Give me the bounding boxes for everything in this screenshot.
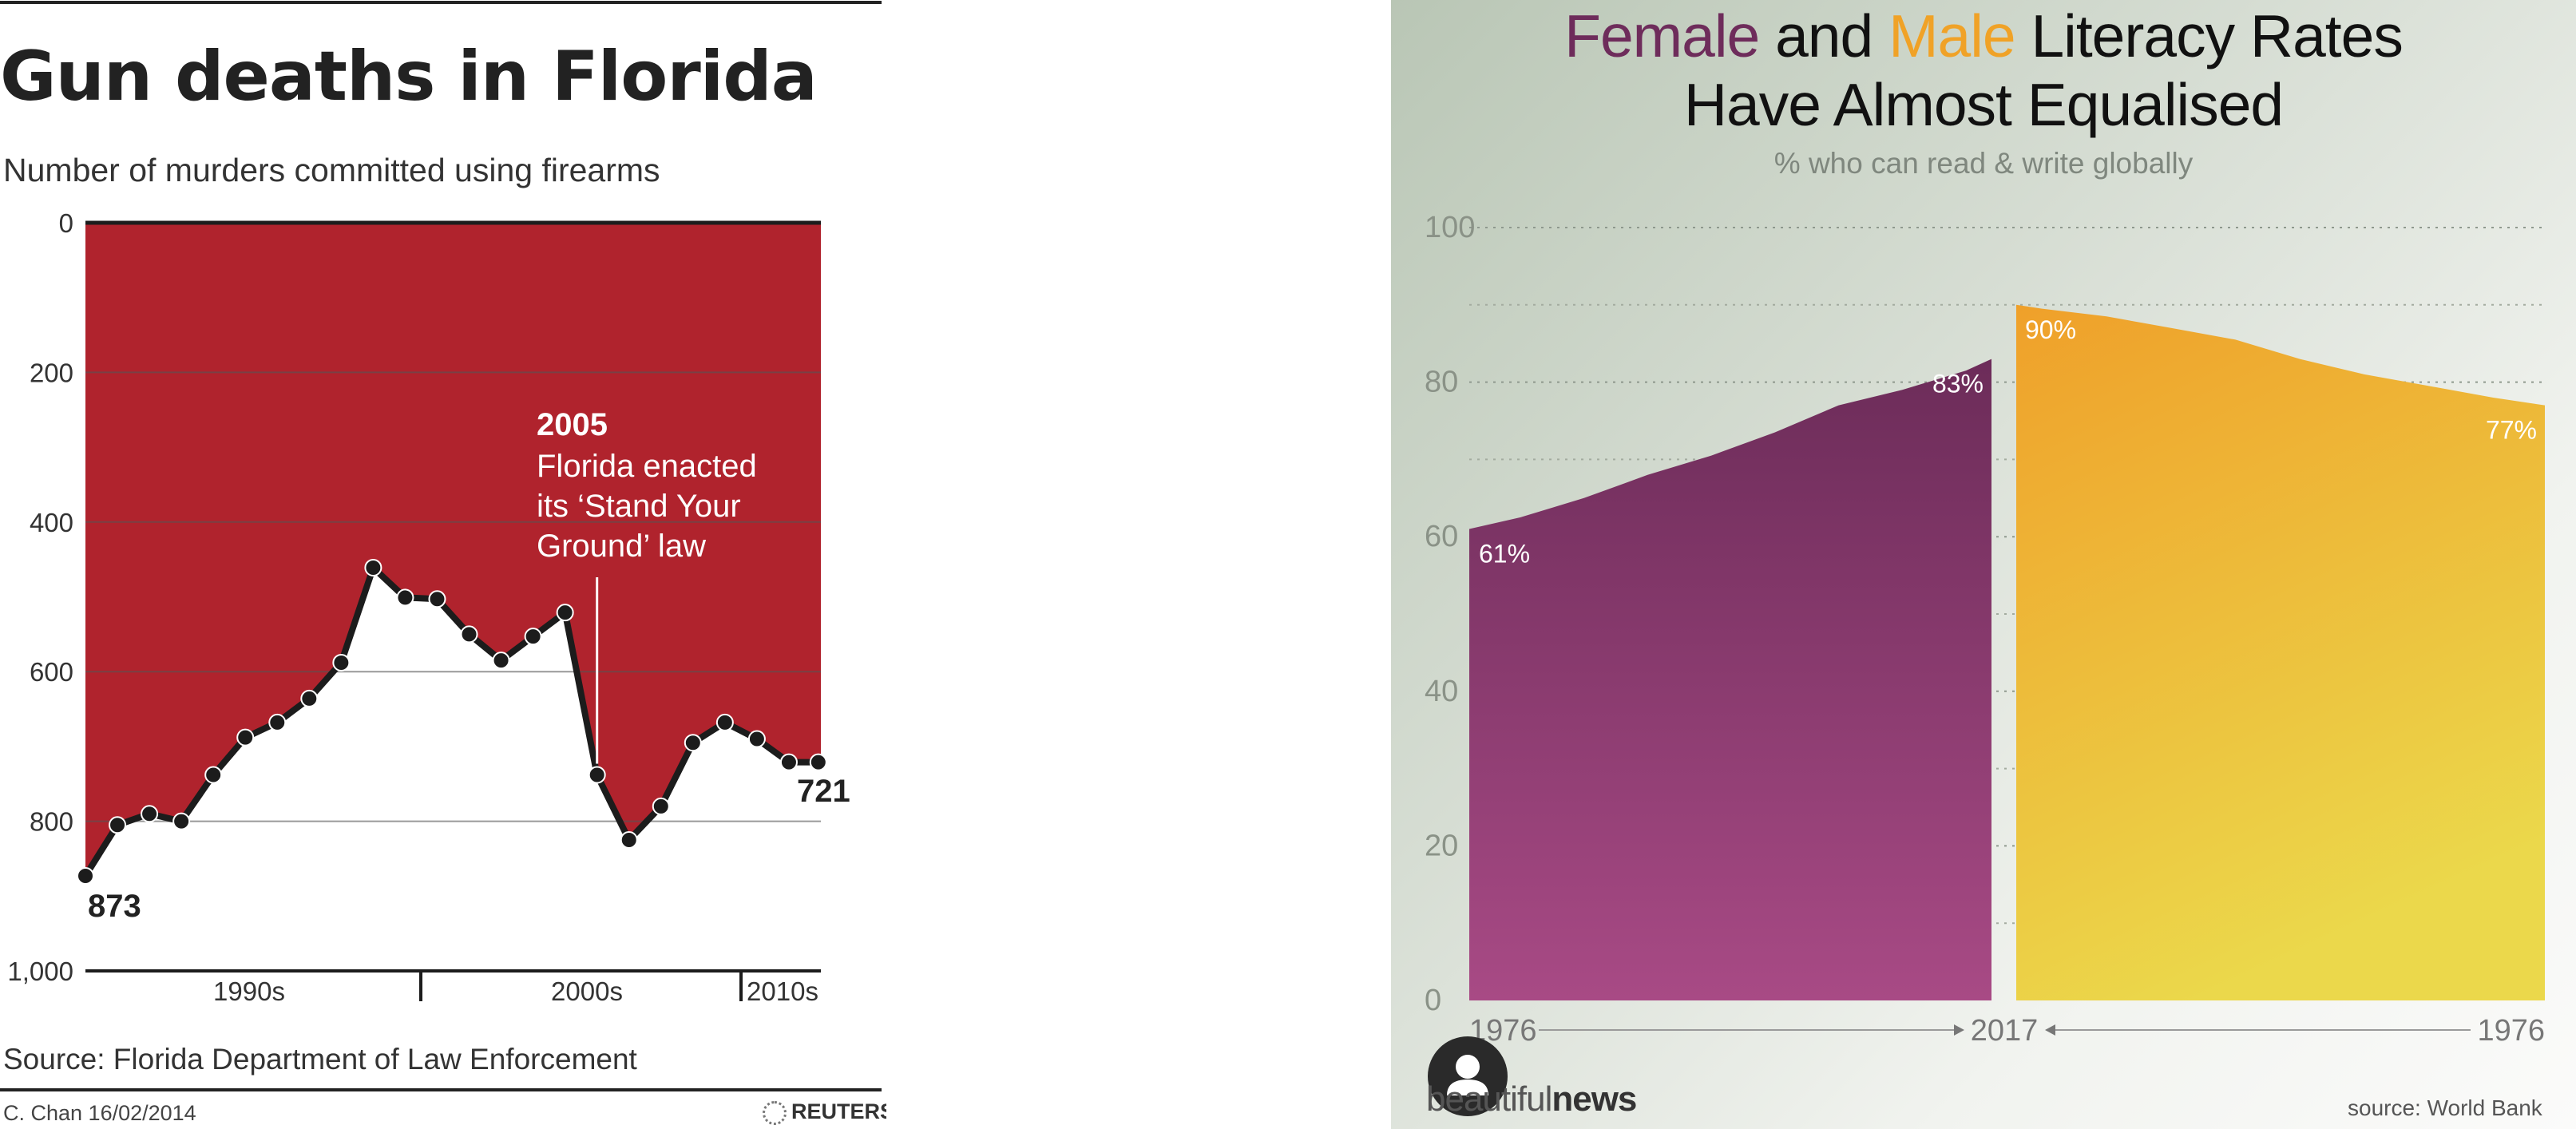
- chart-title: Female and Male Literacy Rates Have Almo…: [1391, 2, 2576, 139]
- credit-line: C. Chan 16/02/2014: [3, 1101, 196, 1125]
- x-tick-label: 2000s: [551, 976, 623, 1006]
- y-tick-label: 200: [30, 358, 73, 387]
- data-point: [364, 558, 382, 576]
- y-tick-label: 40: [1425, 675, 1458, 708]
- data-point: [428, 590, 446, 608]
- literacy-chart-panel: Female and Male Literacy Rates Have Almo…: [1391, 0, 2576, 1129]
- annotation-text: its ‘Stand Your: [537, 489, 741, 524]
- end-value-label: 721: [797, 774, 850, 809]
- data-point: [141, 805, 159, 823]
- start-value-label: 873: [88, 889, 141, 924]
- y-tick-label: 60: [1425, 520, 1458, 553]
- title-male-word: Male: [1888, 2, 2016, 69]
- reuters-logo-text: REUTERS: [791, 1099, 886, 1123]
- data-point: [236, 728, 255, 747]
- reuters-dots-icon: [763, 1100, 787, 1125]
- male-start-label: 77%: [2486, 416, 2537, 445]
- y-tick-label: 80: [1425, 366, 1458, 399]
- data-point: [779, 753, 798, 771]
- female-end-label: 83%: [1932, 370, 1984, 398]
- data-point: [77, 867, 94, 885]
- male-end-label: 90%: [2025, 315, 2076, 344]
- y-tick-label: 800: [30, 807, 73, 837]
- x-label-right: 1976: [2477, 1014, 2545, 1048]
- reuters-logo: REUTERS: [763, 1099, 886, 1125]
- chart-subtitle: % who can read & write globally: [1773, 147, 2194, 180]
- data-point: [684, 734, 702, 752]
- person-icon: [1447, 1055, 1488, 1095]
- x-tick-label: 1990s: [213, 976, 285, 1006]
- annotation-text: Florida enacted: [537, 449, 757, 484]
- data-point: [460, 625, 478, 644]
- source-note: Source: Florida Department of Law Enforc…: [3, 1043, 637, 1076]
- title-female-word: Female: [1564, 2, 1760, 69]
- x-tick-label: 2010s: [747, 976, 818, 1006]
- annotation-year: 2005: [537, 407, 608, 442]
- data-point: [524, 628, 542, 646]
- data-point: [172, 812, 191, 830]
- data-point: [109, 816, 127, 834]
- data-point: [332, 653, 351, 671]
- title-rest: Literacy Rates: [2015, 2, 2403, 69]
- brand-light: beautiful: [1426, 1079, 1552, 1119]
- data-point: [747, 730, 766, 748]
- y-tick-label: 400: [30, 508, 73, 537]
- data-point: [396, 588, 414, 607]
- title-line-two: Have Almost Equalised: [1683, 71, 2284, 138]
- arrow-left-icon: [2045, 1024, 2055, 1036]
- chart-subtitle: Number of murders committed using firear…: [3, 152, 660, 188]
- y-tick-label: 600: [30, 657, 73, 687]
- data-point: [300, 689, 319, 707]
- data-point: [204, 766, 223, 784]
- data-point: [268, 713, 287, 731]
- source-note: source: World Bank: [2348, 1095, 2542, 1120]
- y-tick-label: 1,000: [7, 957, 73, 986]
- data-point: [809, 753, 827, 771]
- data-point: [620, 831, 638, 850]
- chart-title: Gun deaths in Florida: [0, 37, 818, 117]
- data-point: [556, 604, 574, 622]
- x-label-middle: 2017: [1971, 1014, 2039, 1048]
- data-point: [492, 652, 510, 670]
- data-point: [652, 797, 670, 815]
- title-and-word: and: [1759, 2, 1889, 69]
- y-tick-label: 100: [1425, 211, 1475, 244]
- gun-deaths-chart: 0 200 400 600 800 1,000 1990s 2000s 2010s 2005 Flo…: [0, 1, 882, 1091]
- user-avatar-button[interactable]: [1428, 1036, 1508, 1116]
- data-point: [588, 766, 606, 784]
- data-point: [715, 713, 734, 731]
- brand-bold: news: [1552, 1079, 1637, 1119]
- brand-logo: beautifulnews: [1426, 1079, 1637, 1119]
- area-fill: [85, 223, 821, 876]
- gun-deaths-chart-panel: 0 200 400 600 800 1,000 1990s 2000s 2010s 2005 Flo…: [0, 0, 886, 1129]
- y-tick-label: 0: [1425, 984, 1441, 1017]
- male-area: [2016, 304, 2545, 1000]
- y-tick-label: 0: [59, 208, 73, 238]
- female-start-label: 61%: [1479, 540, 1530, 568]
- arrow-right-icon: [1954, 1024, 1964, 1036]
- annotation-text: Ground’ law: [537, 529, 706, 564]
- y-tick-label: 20: [1425, 829, 1458, 862]
- female-area: [1469, 359, 1991, 1001]
